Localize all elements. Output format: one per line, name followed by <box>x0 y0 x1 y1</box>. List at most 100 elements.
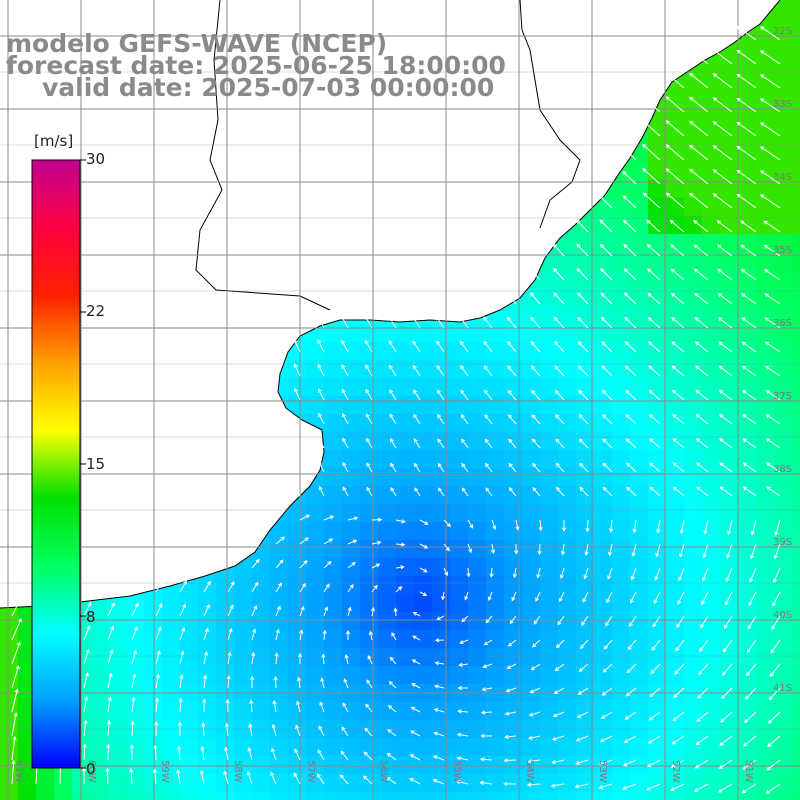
wind-arrow-head <box>736 121 741 126</box>
wind-arrow <box>458 710 469 713</box>
speed-cell <box>702 432 720 450</box>
wind-arrow-head <box>504 734 509 740</box>
wind-arrow <box>720 711 733 723</box>
wind-arrow-head <box>694 292 699 297</box>
speed-cell <box>450 450 468 468</box>
speed-cell <box>378 630 396 648</box>
speed-cell <box>540 414 558 432</box>
wind-arrow <box>766 783 781 794</box>
speed-cell <box>198 738 216 756</box>
wind-arrow-head <box>176 745 182 750</box>
wind-arrow <box>435 662 445 665</box>
wind-arrow-head <box>274 652 279 657</box>
wind-arrow <box>584 567 589 579</box>
speed-cell <box>486 360 504 378</box>
wind-arrow <box>412 365 421 377</box>
wind-arrow <box>485 487 493 497</box>
speed-cell <box>522 378 540 396</box>
wind-arrow-head <box>674 670 679 675</box>
wind-arrow <box>323 607 328 617</box>
wind-arrow <box>666 72 685 89</box>
speed-cell <box>522 666 540 684</box>
speed-cell <box>612 432 630 450</box>
wind-arrow-head <box>325 583 330 588</box>
wind-arrow <box>251 605 257 617</box>
wind-arrow <box>673 486 685 497</box>
wind-arrow-head <box>759 170 765 175</box>
speed-cell <box>396 774 414 792</box>
wind-arrow-head <box>528 735 533 740</box>
speed-cell <box>756 522 774 540</box>
wind-arrow-head <box>624 715 629 720</box>
speed-cell <box>666 162 684 180</box>
speed-cell <box>666 414 684 432</box>
wind-arrow <box>648 341 661 353</box>
wind-arrow <box>155 698 158 713</box>
speed-cell <box>522 324 540 342</box>
wind-arrow-head <box>300 605 305 611</box>
wind-arrow <box>371 585 378 593</box>
wind-arrow-head <box>480 710 486 715</box>
wind-arrow-head <box>671 341 676 346</box>
speed-cell <box>684 342 702 360</box>
wind-arrow-head <box>741 789 747 794</box>
speed-cell <box>684 126 702 144</box>
speed-cell <box>396 486 414 504</box>
speed-cell <box>630 360 648 378</box>
wind-arrow-head <box>764 293 769 298</box>
speed-cell <box>756 540 774 558</box>
wind-arrow-head <box>769 672 774 677</box>
wind-arrow <box>677 591 685 604</box>
speed-cell <box>252 756 270 774</box>
wind-arrow <box>507 365 517 377</box>
wind-arrow <box>625 390 637 401</box>
speed-cell <box>702 360 720 378</box>
wind-arrow <box>630 591 637 604</box>
wind-arrow-head <box>479 780 484 785</box>
wind-arrow <box>582 591 589 603</box>
speed-cell <box>378 468 396 486</box>
wind-arrow-head <box>744 695 750 700</box>
wind-arrow-head <box>457 709 462 714</box>
wind-arrow <box>106 768 109 785</box>
speed-cell <box>18 792 36 800</box>
wind-arrow-head <box>159 579 164 585</box>
wind-arrow <box>83 649 90 665</box>
speed-cell <box>378 648 396 666</box>
speed-cell <box>774 378 792 396</box>
wind-arrow-head <box>423 544 429 549</box>
wind-arrow-head <box>388 340 393 345</box>
speed-cell <box>378 540 396 558</box>
wind-arrow <box>576 244 589 257</box>
wind-arrow-head <box>389 656 394 662</box>
speed-cell <box>774 792 792 800</box>
speed-cell <box>468 378 486 396</box>
wind-arrow <box>293 773 301 785</box>
speed-cell <box>396 792 414 800</box>
wind-arrow-head <box>329 515 335 520</box>
speed-cell <box>324 756 342 774</box>
speed-cell <box>468 432 486 450</box>
speed-cell <box>576 630 594 648</box>
speed-cell <box>504 738 522 756</box>
wind-arrow <box>227 581 235 593</box>
wind-arrow-head <box>532 462 537 468</box>
wind-arrow-head <box>698 670 703 676</box>
wind-arrow-head <box>296 676 302 682</box>
wind-arrow <box>508 463 517 473</box>
speed-cell <box>468 396 486 414</box>
wind-arrow-head <box>695 462 701 467</box>
wind-arrow-head <box>411 659 417 664</box>
wind-arrow-head <box>129 744 135 749</box>
speed-cell <box>612 558 630 576</box>
wind-arrow <box>485 463 493 473</box>
speed-cell <box>216 756 234 774</box>
speed-cell <box>216 666 234 684</box>
wind-arrow-head <box>400 542 406 547</box>
wind-arrow-head <box>390 487 395 492</box>
wind-arrow-head <box>202 674 208 680</box>
wind-arrow-head <box>774 531 779 537</box>
wind-arrow-head <box>485 619 490 624</box>
speed-cell <box>126 594 144 612</box>
wind-arrow-head <box>721 694 726 700</box>
